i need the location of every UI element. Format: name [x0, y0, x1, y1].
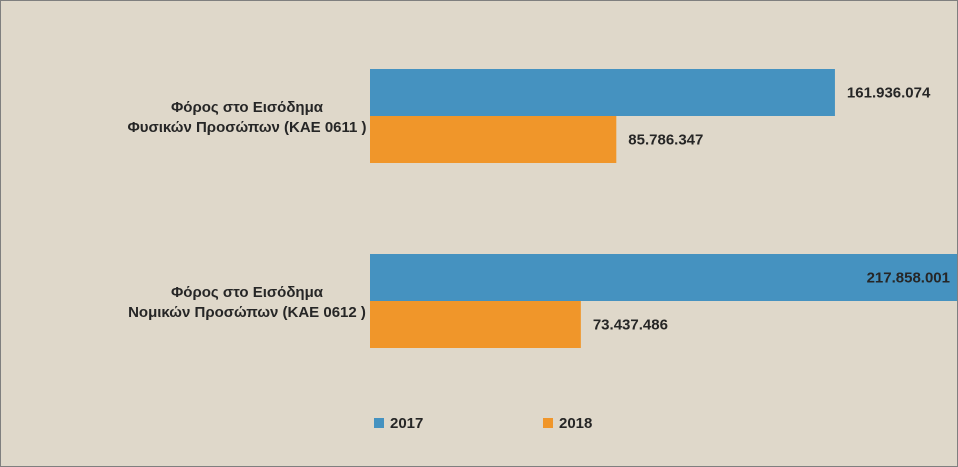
data-label: 217.858.001: [867, 270, 950, 287]
category-label-line: Νομικών Προσώπων (ΚΑΕ 0612 ): [128, 304, 366, 321]
category-label: Φόρος στο Εισόδημα Φυσικών Προσώπων (ΚΑΕ …: [127, 99, 366, 136]
bar-2017-1: [370, 69, 835, 116]
legend-label: 2017: [390, 415, 423, 432]
data-label: 85.786.347: [628, 132, 703, 149]
data-label: 161.936.074: [847, 85, 931, 102]
category-label-line: Φυσικών Προσώπων (ΚΑΕ 0611 ): [127, 119, 366, 136]
legend: 2017 2018: [374, 415, 592, 432]
category-label-line: Φόρος στο Εισόδημα: [171, 99, 324, 116]
bar-2017-2: [370, 254, 957, 301]
bar-2018-2: [370, 301, 581, 348]
legend-swatch: [543, 418, 553, 428]
bars-layer: [370, 69, 957, 348]
legend-swatch: [374, 418, 384, 428]
category-label: Φόρος στο Εισόδημα Νομικών Προσώπων (ΚΑΕ …: [128, 284, 366, 321]
labels-layer: Φόρος στο Εισόδημα Φυσικών Προσώπων (ΚΑΕ …: [127, 85, 950, 334]
data-label: 73.437.486: [593, 317, 668, 334]
bar-2018-1: [370, 116, 617, 163]
category-label-line: Φόρος στο Εισόδημα: [171, 284, 324, 301]
legend-label: 2018: [559, 415, 592, 432]
